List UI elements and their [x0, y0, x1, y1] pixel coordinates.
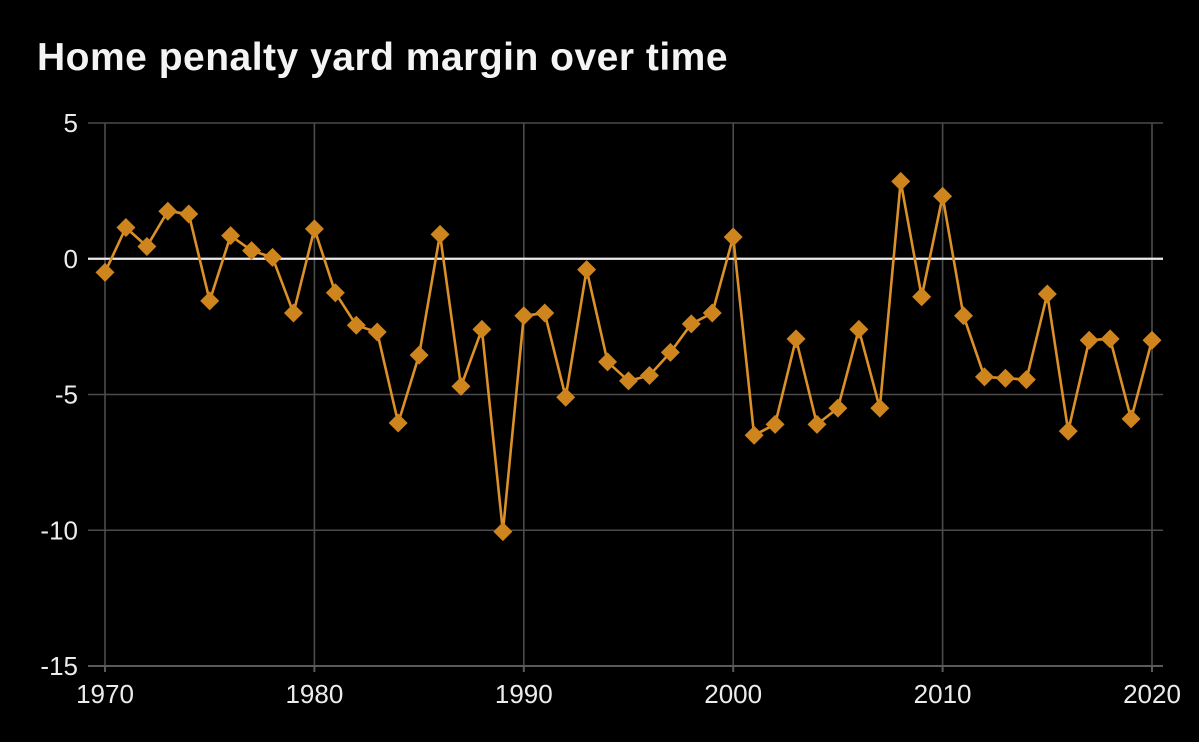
data-point-marker — [1058, 421, 1078, 441]
data-point-marker — [430, 224, 450, 244]
data-point-marker — [1142, 330, 1162, 350]
data-point-marker — [702, 303, 722, 323]
data-point-marker — [346, 315, 366, 335]
data-point-marker — [263, 247, 283, 267]
y-axis-label: 5 — [64, 108, 78, 138]
series-line — [103, 180, 1154, 533]
data-point-marker — [974, 367, 994, 387]
data-point-marker — [933, 186, 953, 206]
data-point-marker — [1016, 370, 1036, 390]
data-point-marker — [723, 227, 743, 247]
data-point-marker — [849, 319, 869, 339]
data-point-marker — [409, 345, 429, 365]
x-axis-label: 2000 — [704, 679, 762, 709]
data-point-marker — [619, 371, 638, 391]
data-point-marker — [116, 218, 136, 238]
x-axis-label: 1970 — [76, 679, 134, 709]
data-point-marker — [388, 413, 408, 433]
data-point-marker — [514, 306, 534, 326]
x-axis-label: 2020 — [1123, 679, 1181, 709]
x-axis-label: 1990 — [495, 679, 553, 709]
data-point-marker — [1037, 284, 1057, 304]
data-point-marker — [828, 398, 848, 418]
y-axis-label: -5 — [55, 380, 78, 410]
y-axis-label: 0 — [64, 244, 78, 274]
data-point-marker — [137, 237, 157, 257]
data-point-marker — [95, 262, 115, 282]
data-point-marker — [954, 306, 974, 326]
data-point-marker — [765, 414, 785, 434]
data-point-marker — [283, 303, 303, 323]
x-axis-label: 1980 — [285, 679, 343, 709]
y-axis-label: -10 — [40, 515, 78, 545]
data-point-marker — [744, 425, 764, 445]
data-point-marker — [242, 241, 262, 261]
data-point-marker — [221, 226, 241, 246]
data-point-marker — [891, 171, 911, 191]
data-point-marker — [870, 398, 890, 418]
x-axis-label: 2010 — [914, 679, 972, 709]
data-point-marker — [325, 283, 345, 303]
data-point-marker — [807, 414, 827, 434]
data-point-marker — [1121, 409, 1141, 429]
data-point-marker — [660, 342, 680, 362]
data-point-marker — [556, 387, 576, 407]
data-point-marker — [535, 303, 555, 323]
data-point-marker — [200, 291, 220, 311]
data-point-marker — [995, 368, 1015, 388]
data-point-marker — [639, 365, 659, 385]
data-point-marker — [493, 522, 513, 542]
data-point-marker — [1079, 330, 1099, 350]
data-point-marker — [179, 204, 199, 224]
data-point-marker — [1100, 329, 1120, 349]
data-point-marker — [472, 319, 492, 339]
chart-title: Home penalty yard margin over time — [37, 36, 729, 79]
data-point-marker — [304, 219, 324, 239]
data-point-marker — [598, 352, 618, 372]
data-point-marker — [577, 260, 597, 280]
y-axis-label: -15 — [40, 651, 78, 681]
data-point-marker — [451, 376, 471, 396]
data-point-marker — [786, 329, 806, 349]
data-point-marker — [158, 201, 178, 221]
data-point-marker — [367, 322, 387, 342]
data-point-marker — [681, 314, 701, 334]
data-point-marker — [912, 287, 932, 307]
